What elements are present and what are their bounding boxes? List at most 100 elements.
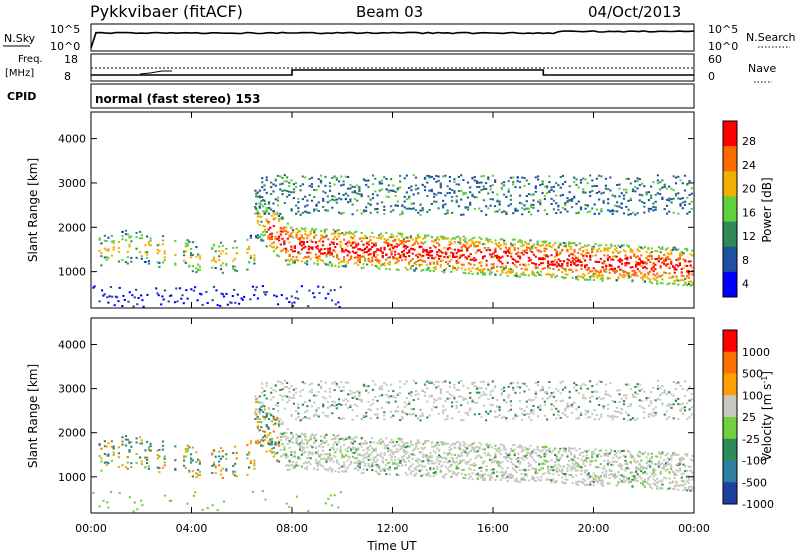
- echo-cell: [124, 466, 128, 469]
- echo-cell: [503, 193, 506, 196]
- colorbar-tick-label: 4: [742, 278, 749, 291]
- echo-cell: [642, 262, 645, 265]
- echo-cell: [327, 252, 330, 255]
- echo-cell: [126, 233, 129, 236]
- echo-cell: [331, 198, 334, 201]
- echo-cell: [140, 255, 143, 258]
- echo-cell: [197, 458, 200, 461]
- echo-cell: [483, 473, 486, 476]
- echo-cell: [263, 199, 266, 202]
- echo-cell: [100, 447, 103, 450]
- echo-cell: [124, 261, 128, 263]
- echo-cell: [184, 242, 187, 245]
- echo-cell: [543, 209, 546, 212]
- echo-cell: [596, 454, 599, 457]
- echo-cell: [503, 268, 506, 270]
- echo-cell: [128, 236, 131, 239]
- echo-cell: [459, 459, 462, 462]
- echo-cell: [263, 408, 267, 411]
- echo-cell: [642, 472, 645, 475]
- echo-cell: [568, 464, 571, 467]
- echo-cell: [394, 445, 397, 447]
- echo-cell: [534, 176, 537, 179]
- echo-cell: [642, 480, 645, 483]
- echo-cell: [561, 249, 564, 252]
- echo-cell: [489, 444, 492, 447]
- echo-cell: [487, 176, 490, 179]
- echo-cell: [436, 236, 439, 239]
- echo-cell: [578, 480, 581, 483]
- echo-cell: [381, 254, 384, 257]
- echo-cell: [313, 262, 316, 265]
- echo-cell: [295, 232, 298, 235]
- echo-cell: [427, 440, 430, 442]
- echo-cell: [338, 197, 341, 200]
- echo-cell: [383, 453, 386, 456]
- echo-cell: [306, 241, 309, 243]
- echo-cell: [318, 255, 321, 258]
- echo-cell: [496, 470, 499, 473]
- echo-cell: [304, 411, 307, 413]
- echo-cell: [281, 249, 284, 252]
- echo-cell: [453, 237, 456, 240]
- echo-cell: [260, 233, 263, 236]
- echo-cell: [580, 267, 583, 270]
- echo-cell: [350, 462, 353, 465]
- echo-cell: [404, 247, 407, 250]
- echo-cell: [270, 443, 274, 446]
- echo-cell: [358, 187, 361, 190]
- echo-cell: [429, 251, 432, 254]
- echo-cell: [285, 454, 288, 457]
- echo-cell: [387, 191, 390, 193]
- echo-cell: [349, 184, 352, 187]
- echo-cell: [404, 266, 407, 269]
- echo-cell: [346, 437, 349, 440]
- echo-cell: [504, 448, 507, 451]
- echo-cell: [322, 199, 325, 202]
- echo-cell: [554, 461, 557, 464]
- echo-cell: [308, 417, 311, 420]
- echo-cell: [262, 198, 265, 201]
- echo-cell: [610, 463, 613, 466]
- echo-cell: [433, 195, 436, 198]
- echo-cell: [460, 451, 463, 454]
- echo-cell: [248, 466, 251, 469]
- echo-cell: [608, 277, 611, 280]
- echo-cell: [645, 466, 648, 469]
- echo-cell: [547, 262, 550, 265]
- echo-cell: [640, 260, 643, 262]
- echo-cell: [515, 458, 518, 461]
- power-y-label: Slant Range [km]: [26, 158, 40, 262]
- echo-cell: [520, 273, 523, 276]
- echo-cell: [541, 258, 544, 261]
- echo-cell: [582, 482, 585, 485]
- echo-cell: [195, 476, 198, 479]
- echo-cell: [331, 206, 334, 209]
- echo-cell: [624, 275, 627, 278]
- echo-cell: [337, 467, 340, 470]
- echo-cell: [580, 253, 583, 256]
- echo-cell: [277, 444, 281, 447]
- echo-cell: [483, 273, 486, 276]
- echo-cell: [680, 476, 683, 479]
- echo-cell: [443, 269, 446, 272]
- echo-cell: [416, 439, 420, 442]
- echo-cell: [323, 231, 326, 234]
- echo-cell: [464, 246, 467, 248]
- echo-cell: [404, 450, 407, 453]
- echo-cell: [297, 238, 300, 241]
- echo-cell: [293, 466, 296, 469]
- echo-cell: [415, 238, 418, 241]
- echo-cell: [344, 198, 347, 201]
- echo-cell: [448, 460, 451, 463]
- echo-cell: [163, 455, 166, 458]
- echo-cell: [290, 235, 293, 238]
- echo-cell: [367, 253, 370, 256]
- echo-cell: [635, 467, 638, 470]
- echo-cell: [387, 443, 390, 446]
- echo-cell: [374, 258, 377, 261]
- echo-cell: [659, 470, 662, 473]
- echo-cell: [124, 444, 128, 447]
- echo-cell: [540, 467, 543, 470]
- echo-cell: [339, 241, 342, 244]
